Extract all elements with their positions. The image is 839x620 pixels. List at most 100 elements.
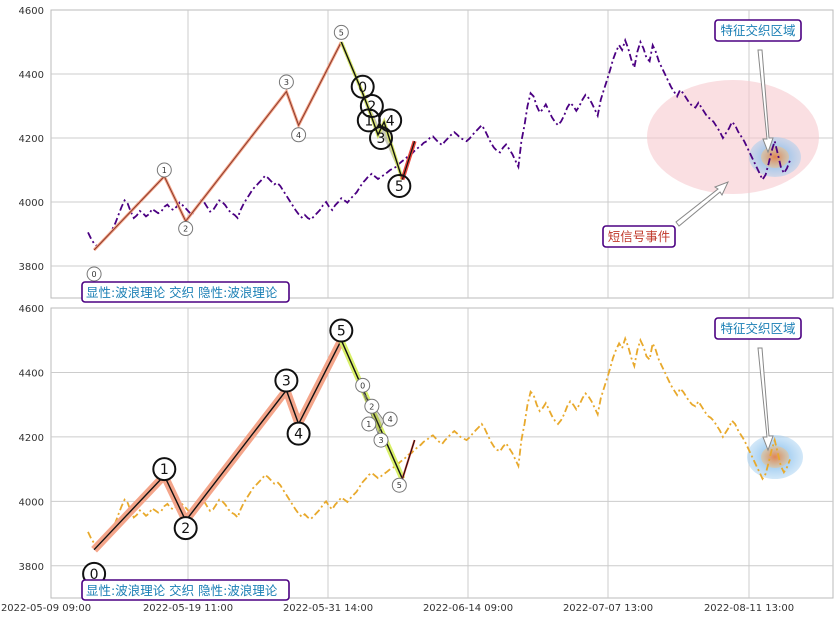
wave-marker-label: 2: [181, 521, 190, 537]
sub-wave-marker-label: 1: [364, 113, 373, 129]
x-tick-label: 2022-05-31 14:00: [283, 603, 373, 614]
top-signal-zone: [647, 80, 819, 194]
wave-marker-label: 3: [282, 374, 291, 390]
sub-wave-marker: [378, 108, 403, 133]
sub-wave-marker: [361, 416, 377, 432]
bottom-legend-box: [81, 579, 290, 601]
sub-wave-marker: [359, 94, 384, 118]
sub-wave-marker-label: 0: [360, 381, 365, 390]
sub-wave-marker: [391, 477, 407, 493]
wave-marker: [329, 318, 354, 343]
y-tick-label: 3800: [19, 262, 44, 273]
sub-wave-marker-label: 5: [395, 179, 404, 195]
top-zone-arrow: [757, 49, 774, 154]
bottom-price-series: [87, 335, 791, 547]
bottom-zone-callout: 特征交织区域: [714, 317, 802, 452]
sub-wave-marker-label: 0: [358, 80, 367, 96]
zone-orange: [761, 146, 789, 168]
sub-wave-marker: [387, 174, 412, 198]
x-tick-label: 2022-08-11 13:00: [704, 603, 794, 614]
wave-marker-label: 1: [162, 166, 167, 175]
top-legend: 显性:波浪理论 交织 隐性:波浪理论: [86, 285, 278, 300]
sub-wave-marker-label: 2: [369, 402, 374, 411]
wave-line: [93, 339, 342, 551]
y-tick-label: 4000: [19, 198, 44, 209]
tail-line: [401, 141, 416, 180]
wave-marker-label: 4: [296, 131, 301, 140]
sub-wave-marker: [382, 411, 398, 427]
price-line: [87, 335, 791, 547]
sub-wave-marker: [364, 398, 380, 414]
wave-marker-label: 2: [183, 225, 188, 234]
wave-marker: [286, 421, 311, 446]
y-tick-label: 4600: [19, 304, 44, 315]
wave-marker-label: 0: [92, 270, 97, 279]
wave-marker: [274, 368, 299, 393]
sub-wave-marker-label: 3: [377, 131, 386, 147]
wave-marker: [291, 127, 307, 143]
top-signal-arrow: [675, 181, 729, 227]
y-tick-label: 4400: [19, 70, 44, 81]
sub-wave-marker: [373, 432, 389, 448]
sub-wave-marker-label: 4: [386, 113, 395, 129]
sub-wave-marker: [350, 74, 375, 99]
bottom-zone-label: 特征交织区域: [720, 321, 795, 336]
wave-marker-label: 0: [90, 567, 99, 583]
wave-marker: [86, 266, 102, 282]
wave-marker: [278, 74, 294, 90]
sub-wave-marker-label: 4: [388, 415, 393, 424]
top-y-axis: 3800 4000 4200 4400 4600: [19, 6, 44, 273]
signal-ellipse: [647, 80, 819, 194]
wave-marker: [152, 457, 177, 482]
wave-marker-label: 4: [294, 427, 303, 443]
sub-wave-marker-label: 5: [397, 481, 402, 490]
wave-marker: [156, 162, 172, 178]
sub-wave-marker: [355, 377, 371, 393]
y-tick-label: 3800: [19, 562, 44, 573]
bottom-y-axis: 3800 4000 4200 4400 4600: [19, 304, 44, 573]
tail-line: [401, 439, 416, 479]
x-tick-label: 2022-07-07 13:00: [563, 603, 653, 614]
wave-marker-label: 1: [160, 462, 169, 478]
wave-marker-label: 5: [337, 324, 346, 340]
sub-wave-marker-label: 3: [378, 436, 383, 445]
bottom-plot-area: [50, 307, 834, 599]
sub-wave-marker-label: 2: [367, 99, 376, 115]
wave-line: [93, 41, 342, 251]
y-tick-label: 4000: [19, 497, 44, 508]
wave-marker: [178, 221, 194, 237]
y-tick-label: 4400: [19, 368, 44, 379]
y-tick-label: 4600: [19, 6, 44, 17]
wave-marker-label: 5: [339, 28, 344, 37]
bottom-zone: [747, 435, 803, 479]
bottom-wave-markers: 0 1 2 3 4 5 0 1 2 3 4 5: [82, 318, 407, 586]
wave-marker-label: 3: [284, 78, 289, 87]
sub-wave-marker-label: 1: [366, 420, 371, 429]
zone-orange: [761, 446, 789, 468]
bottom-zone-arrow: [757, 347, 774, 452]
x-tick-label: 2022-05-19 11:00: [143, 603, 233, 614]
y-tick-label: 4200: [19, 134, 44, 145]
top-signal-label: 短信号事件: [608, 229, 671, 244]
top-price-series: [87, 37, 791, 248]
bottom-legend: 显性:波浪理论 交织 隐性:波浪理论: [86, 583, 278, 598]
wave-marker: [333, 24, 349, 40]
x-tick-label: 2022-05-09 09:00: [1, 603, 91, 614]
wave-marker: [173, 516, 198, 541]
top-signal-label-box: [602, 225, 676, 248]
x-tick-label: 2022-06-14 09:00: [423, 603, 513, 614]
bottom-zone-label-box: [714, 317, 802, 340]
top-zone-label-box: [714, 19, 802, 42]
bottom-grid: [51, 308, 833, 598]
top-signal-callout: 短信号事件: [602, 181, 729, 248]
top-zone-callout: 特征交织区域: [714, 19, 802, 154]
bottom-x-axis: 2022-05-09 09:00 2022-05-19 11:00 2022-05-…: [1, 603, 794, 614]
top-legend-box: [81, 281, 290, 303]
top-zone-label: 特征交织区域: [720, 23, 795, 38]
y-tick-label: 4200: [19, 433, 44, 444]
price-line: [87, 37, 791, 248]
